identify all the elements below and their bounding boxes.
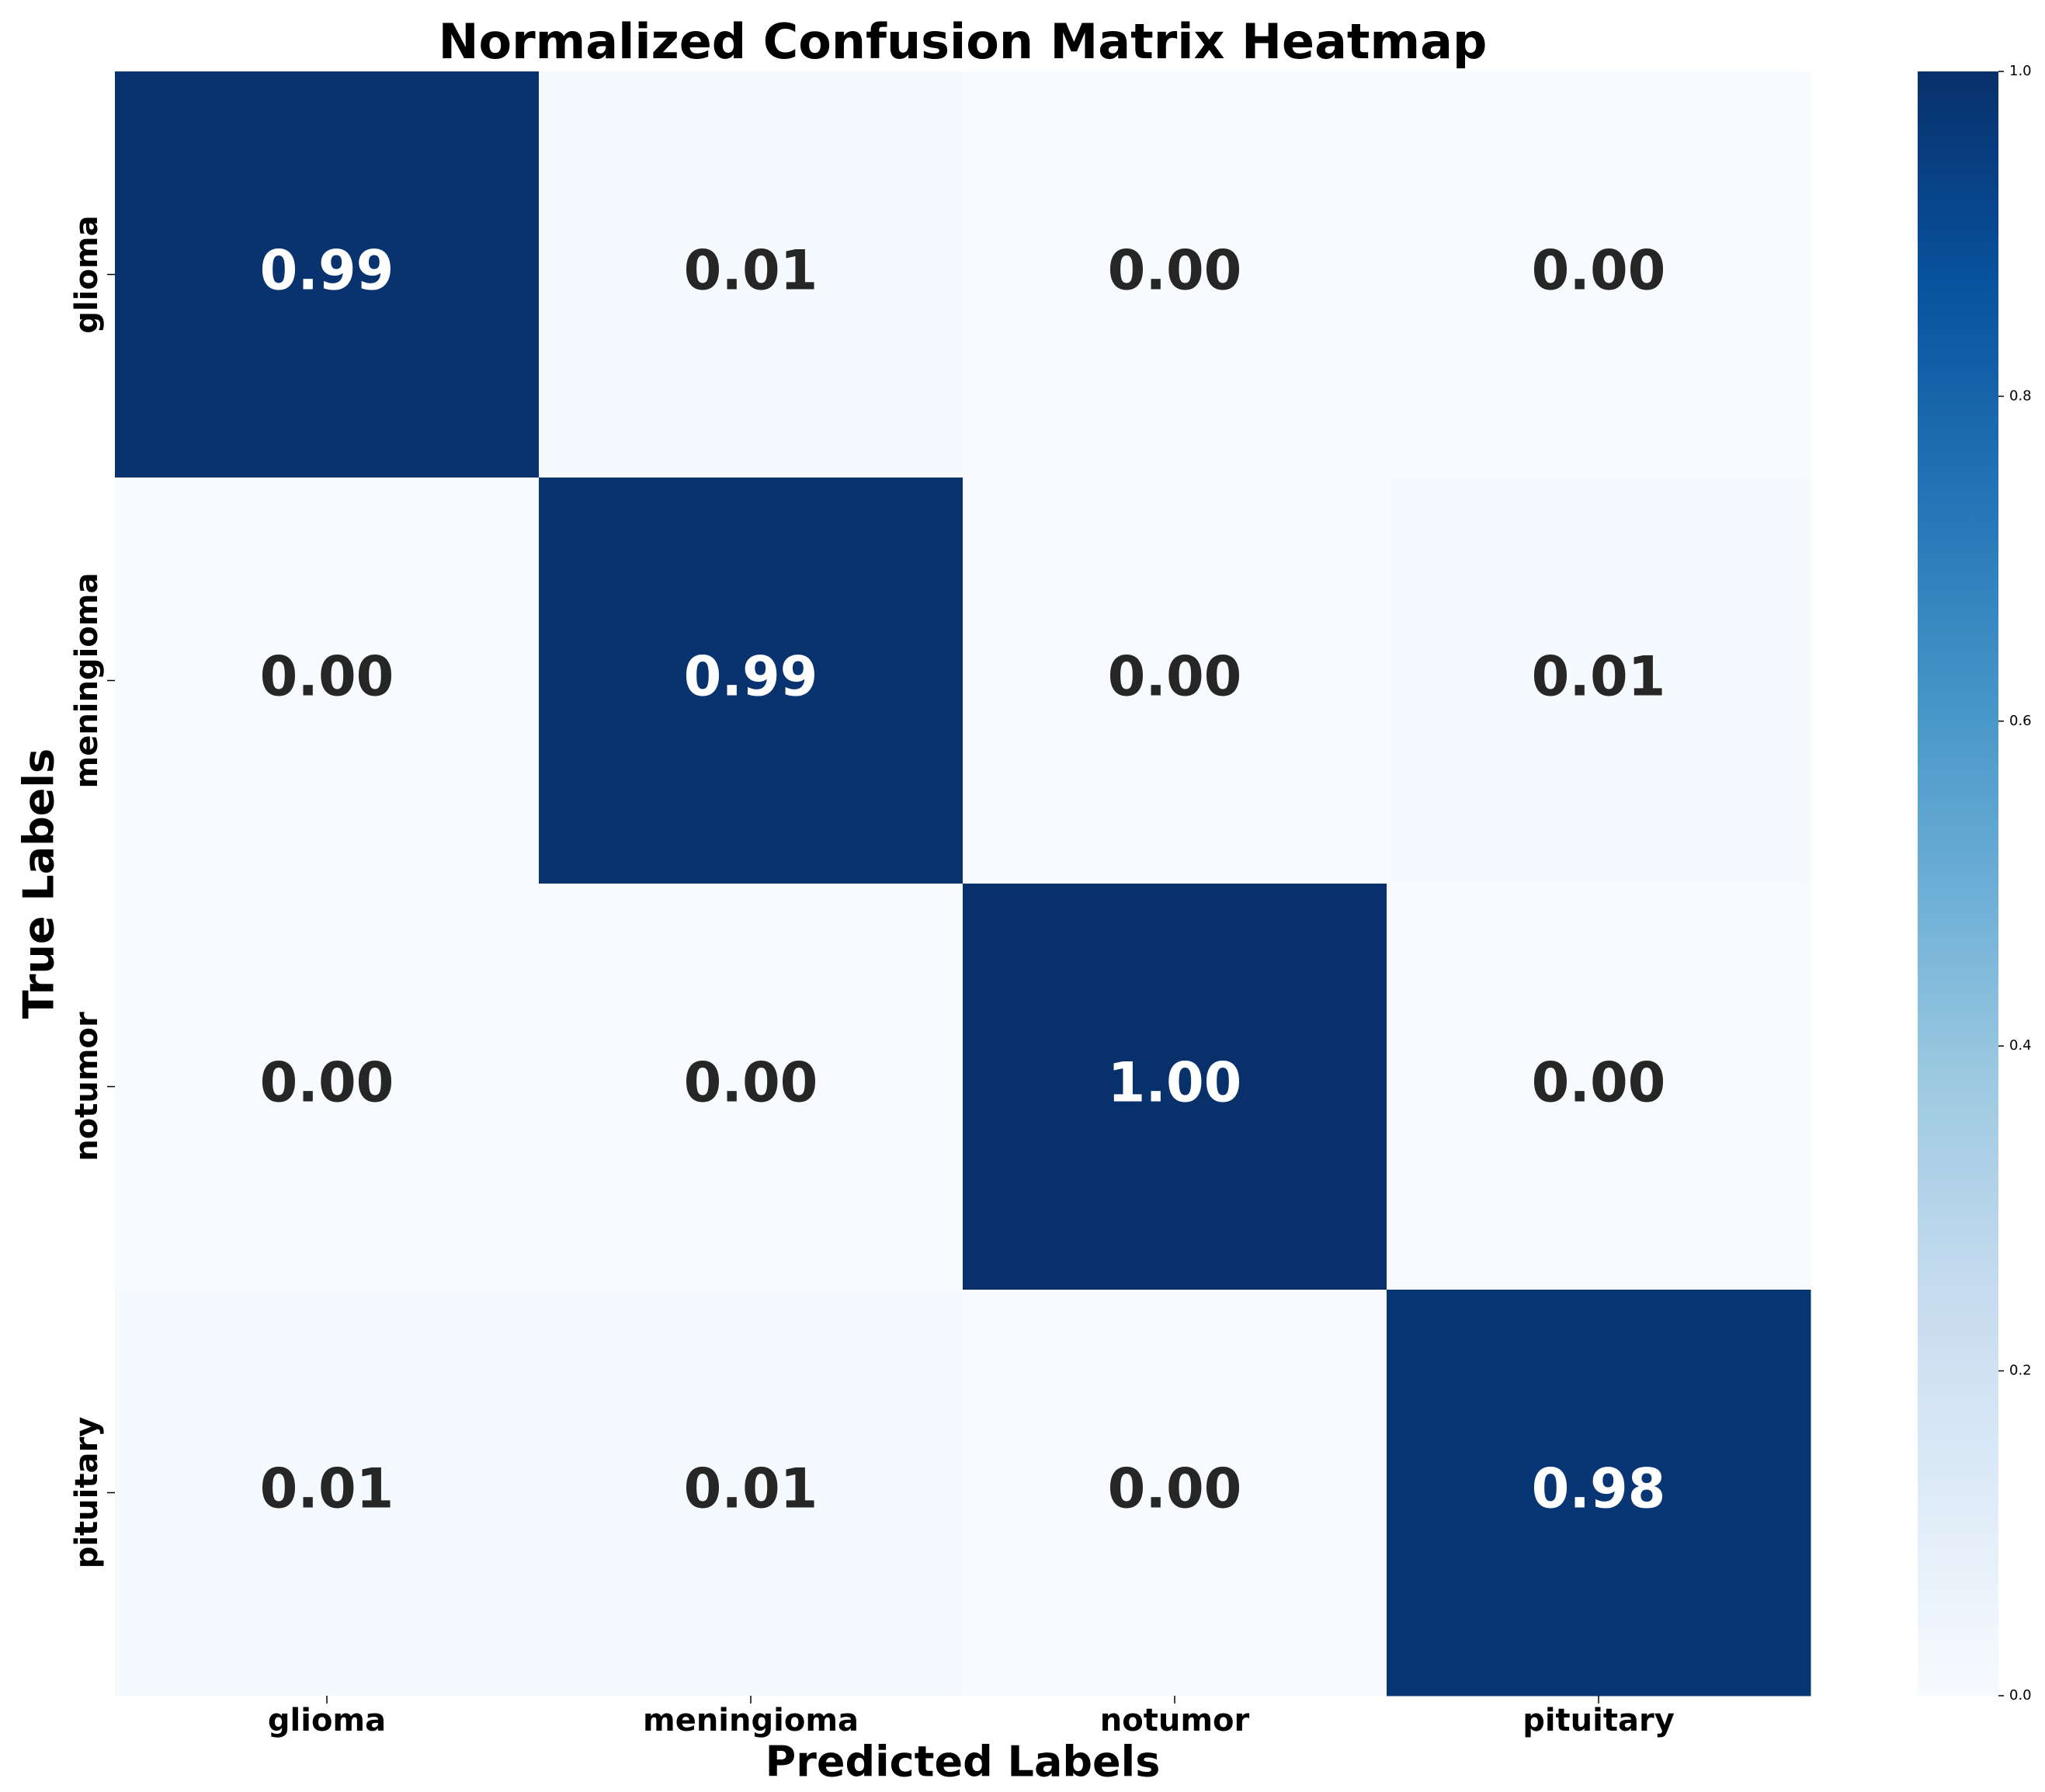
cell-label: 0.00 [260, 645, 394, 709]
cell-label: 0.01 [1532, 645, 1666, 709]
heatmap-cell [539, 478, 963, 884]
heatmap-cell [963, 71, 1387, 478]
x-tick-label: glioma [268, 1703, 386, 1738]
cell-label: 0.99 [684, 645, 818, 709]
heatmap-cell [1387, 1290, 1811, 1696]
heatmap-cell [539, 884, 963, 1290]
heatmap-cell [115, 71, 540, 478]
cell-label: 0.00 [1108, 645, 1242, 709]
colorbar-tick-label: 0.6 [2009, 713, 2032, 729]
heatmap-cell [963, 884, 1387, 1290]
heatmap-cell [1387, 884, 1811, 1290]
cell-label: 1.00 [1108, 1051, 1242, 1115]
colorbar-tick-label: 0.8 [2009, 387, 2032, 404]
heatmap-cell [115, 884, 540, 1290]
cell-label: 0.01 [684, 1457, 818, 1521]
cell-label: 0.00 [1532, 239, 1666, 303]
heatmap-cell [963, 1290, 1387, 1696]
x-tick-label: pituitary [1522, 1703, 1675, 1738]
cell-label: 0.00 [1532, 1051, 1666, 1115]
chart-title: Normalized Confusion Matrix Heatmap [439, 13, 1488, 70]
heatmap-cell [963, 478, 1387, 884]
x-tick-label: meningioma [643, 1703, 859, 1738]
cell-label: 0.00 [260, 1051, 394, 1115]
colorbar-tick-label: 0.0 [2009, 1687, 2032, 1703]
cell-label: 0.00 [1108, 239, 1242, 303]
heatmap-cell [115, 478, 540, 884]
x-tick-label: notumor [1100, 1703, 1250, 1738]
cell-label: 0.98 [1532, 1457, 1666, 1521]
heatmap-cell [539, 1290, 963, 1696]
heatmap-cell [1387, 71, 1811, 478]
cell-label: 0.00 [684, 1051, 818, 1115]
colorbar-tick-label: 0.2 [2009, 1363, 2032, 1379]
y-tick-label: notumor [69, 1012, 105, 1162]
cell-label: 0.01 [684, 239, 818, 303]
heatmap-cell [1387, 478, 1811, 884]
y-tick-label: pituitary [69, 1417, 105, 1569]
x-axis-label: Predicted Labels [766, 1738, 1161, 1787]
colorbar [1918, 71, 1998, 1696]
colorbar-tick-label: 0.4 [2009, 1037, 2032, 1054]
heatmap-cell [115, 1290, 540, 1696]
y-tick-label: meningioma [69, 573, 105, 789]
cell-label: 0.01 [260, 1457, 394, 1521]
cell-label: 0.00 [1108, 1457, 1242, 1521]
heatmap-cell [539, 71, 963, 478]
cell-label: 0.99 [260, 239, 394, 303]
colorbar-tick-label: 1.0 [2009, 63, 2032, 79]
y-axis-label: True Labels [15, 748, 64, 1019]
y-tick-label: glioma [69, 215, 105, 333]
